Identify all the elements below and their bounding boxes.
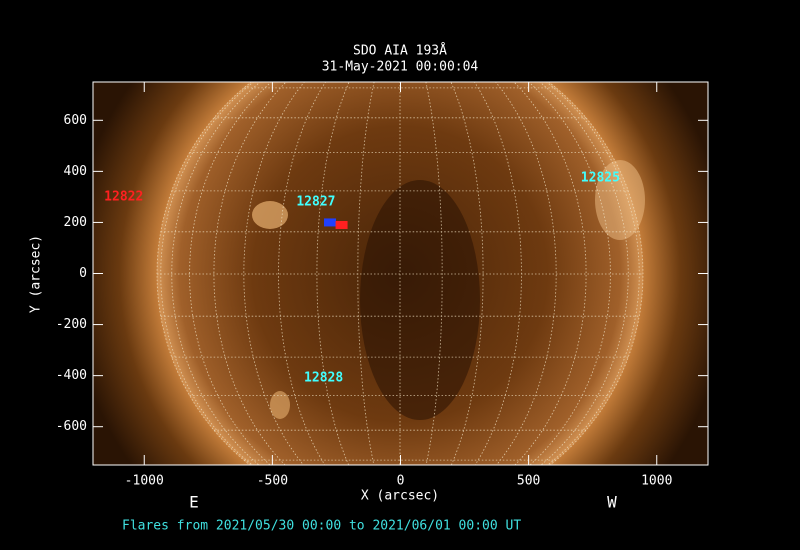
- sun-image: [93, 82, 708, 465]
- x-tick-label: -500: [257, 474, 288, 489]
- footer: Flares from 2021/05/30 00:00 to 2021/06/…: [122, 519, 521, 534]
- region-label: 12825: [581, 170, 620, 185]
- y-axis-label: Y (arcsec): [29, 235, 44, 313]
- chart-title: SDO AIA 193Å: [353, 43, 447, 59]
- y-tick-label: -400: [56, 368, 87, 383]
- east-label: E: [189, 493, 199, 512]
- flare-marker: [324, 218, 337, 227]
- grid-meridian: [425, 82, 443, 465]
- west-label: W: [607, 493, 617, 512]
- y-tick-label: 200: [64, 215, 87, 230]
- chart-subtitle: 31-May-2021 00:00:04: [322, 60, 479, 75]
- y-tick-label: 0: [79, 266, 87, 281]
- flare-marker: [335, 220, 348, 229]
- grid-meridian: [548, 82, 644, 465]
- x-axis-label: X (arcsec): [361, 489, 439, 504]
- region-label: 12822: [104, 189, 143, 204]
- y-tick-label: -200: [56, 317, 87, 332]
- x-tick-label: -1000: [125, 474, 164, 489]
- y-tick-label: 600: [64, 113, 87, 128]
- x-tick-label: 0: [397, 474, 405, 489]
- grid-meridian: [545, 82, 640, 465]
- x-tick-label: 500: [517, 474, 540, 489]
- y-tick-label: 400: [64, 164, 87, 179]
- region-label: 12827: [296, 195, 335, 210]
- y-tick-label: -600: [56, 419, 87, 434]
- grid-meridian: [278, 82, 327, 465]
- region-label: 12828: [304, 371, 343, 386]
- x-tick-label: 1000: [641, 474, 672, 489]
